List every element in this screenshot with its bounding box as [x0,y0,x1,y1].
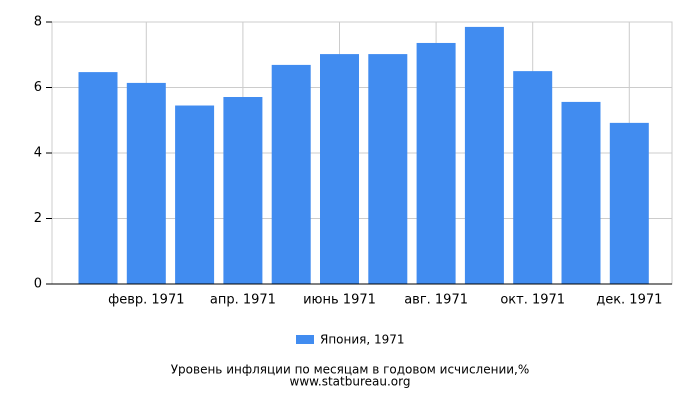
chart-title: Уровень инфляции по месяцам в годовом ис… [171,363,530,377]
bar [78,72,118,284]
y-tick-label: 6 [34,80,42,95]
bar [126,82,166,284]
x-tick-label: авг. 1971 [404,293,468,308]
bar [561,101,601,284]
bar [416,42,456,285]
bar [320,54,359,284]
legend-swatch [296,335,314,344]
bar [223,96,263,284]
y-tick-label: 8 [34,15,42,30]
x-tick-label: апр. 1971 [210,293,276,308]
bar [368,54,408,284]
y-tick-label: 4 [34,146,42,161]
x-tick-label: дек. 1971 [596,293,662,308]
bar [175,105,215,284]
legend-label: Япония, 1971 [320,333,405,347]
source: www.statbureau.org [290,375,411,389]
bar [609,122,649,285]
bar [513,71,553,284]
y-tick-label: 0 [34,277,42,292]
x-tick-label: февр. 1971 [108,293,184,308]
y-tick-label: 2 [34,211,42,226]
bar [271,64,311,284]
bar [464,26,504,284]
x-tick-label: окт. 1971 [500,293,565,308]
x-tick-label: июнь 1971 [303,293,376,308]
